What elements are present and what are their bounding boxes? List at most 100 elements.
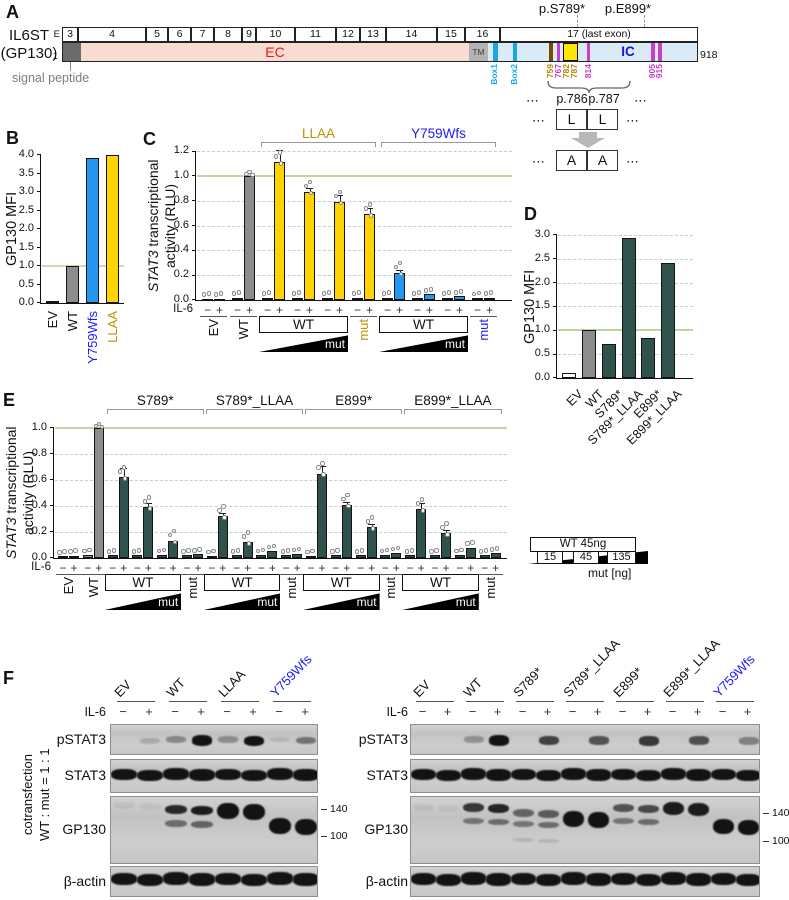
- exon-box: 4: [78, 27, 146, 42]
- bar: [217, 516, 228, 558]
- data-point: [446, 290, 452, 295]
- y-tick-label: 2.0: [18, 222, 34, 234]
- bar: [341, 504, 352, 558]
- bar: [304, 192, 315, 300]
- data-point: [420, 508, 425, 513]
- data-point: [326, 290, 332, 295]
- il6-minus: −: [518, 704, 527, 719]
- data-point: [429, 549, 434, 554]
- mw-dash: [321, 836, 327, 837]
- protein-band: [191, 805, 213, 815]
- il6-plus: +: [492, 561, 500, 575]
- data-point: [454, 548, 459, 554]
- position-p786: p.786: [556, 92, 588, 106]
- site-759: [549, 43, 553, 61]
- y-tick: [552, 282, 557, 284]
- data-point: [384, 547, 390, 553]
- error-bar: [369, 208, 371, 215]
- y-tick: [191, 274, 196, 276]
- protein-band: [139, 737, 161, 744]
- data-point: [235, 548, 241, 553]
- group-bracket: [106, 409, 204, 414]
- y-tick: [552, 329, 557, 331]
- bar: [292, 554, 303, 558]
- bar: [405, 555, 416, 558]
- chart-gp130-mfi-d: 0.0 0.5 1.0 1.5 2.0 2.5 3.0 GP130 MFI EV WT S789* S…: [520, 196, 789, 448]
- data-point: [369, 515, 375, 520]
- protein-band: [113, 802, 135, 810]
- ramp-label: mut: [444, 337, 465, 351]
- data-point: [280, 549, 285, 554]
- y-tick-label: 0.4: [173, 243, 189, 256]
- data-point: [186, 548, 191, 553]
- mut-dose-ramp: mut: [379, 335, 468, 352]
- exon-box: 8: [214, 27, 242, 42]
- blot-column-label-text: E899*: [610, 664, 646, 700]
- bar: [394, 272, 405, 300]
- x-axis: [195, 300, 512, 301]
- y-tick-label: 0.8: [31, 447, 47, 459]
- il6-minus: −: [282, 561, 290, 575]
- ramp-label: mut: [356, 595, 377, 609]
- exon-box: 13: [360, 27, 386, 42]
- error-bar-cap: [396, 270, 403, 272]
- protein-band: [488, 818, 509, 825]
- y-tick-label: 0.4: [31, 499, 47, 511]
- lane-pair-underline: [117, 701, 155, 702]
- il6-minus: −: [473, 303, 481, 317]
- down-arrow-icon: [571, 132, 605, 148]
- il6-minus: −: [468, 704, 477, 719]
- data-point: [367, 202, 373, 207]
- protein-band: [536, 769, 561, 782]
- signal-peptide-label: signal peptide: [12, 71, 90, 85]
- il6-plus: +: [305, 303, 313, 317]
- protein-band: [438, 804, 459, 812]
- data-point: [230, 549, 236, 554]
- il6-plus: +: [120, 561, 128, 575]
- error-bar: [148, 503, 150, 508]
- data-point: [320, 461, 325, 466]
- bar: [292, 297, 303, 300]
- position-p787: p.787: [588, 92, 620, 106]
- data-point: [345, 492, 350, 497]
- group-bracket-label: LLAA: [301, 126, 336, 141]
- il6-plus: +: [443, 704, 452, 719]
- tm-domain-segment: TM: [469, 43, 488, 61]
- data-point: [341, 496, 346, 501]
- il6-minus: −: [413, 303, 421, 317]
- bar: [416, 509, 427, 558]
- protein-band: [111, 768, 137, 781]
- gridline: [55, 480, 507, 481]
- lane-pair-underline: [273, 701, 311, 702]
- data-point: [368, 213, 374, 218]
- y-axis-label-line1: STAT3 transcriptional: [3, 418, 19, 568]
- protein-band: [688, 736, 709, 745]
- ramp-label: mut: [158, 595, 179, 609]
- protein-band: [243, 735, 265, 747]
- panel-letter-b: B: [6, 128, 19, 148]
- data-point: [250, 172, 255, 178]
- bar: [66, 266, 79, 303]
- y-tick: [191, 150, 196, 152]
- data-point: [106, 549, 112, 554]
- protein-band: [165, 735, 187, 743]
- bar: [182, 555, 192, 558]
- lane-pair-underline: [566, 701, 604, 702]
- protein-start-number: 1: [52, 51, 58, 62]
- bar: [641, 337, 655, 378]
- y-axis-label-rest: transcriptional: [145, 159, 161, 251]
- bar: [157, 554, 168, 558]
- exon-box: 17 (last exon): [500, 27, 698, 42]
- il6-plus: +: [249, 704, 257, 719]
- lane-pair-underline: [616, 701, 654, 702]
- error-bar-cap: [368, 523, 376, 525]
- exon-box: 3: [62, 27, 78, 42]
- protein-band: [461, 872, 486, 885]
- protein-band: [163, 768, 189, 780]
- protein-band: [486, 873, 511, 886]
- il6-minus: −: [233, 561, 241, 575]
- il6-plus: +: [743, 704, 752, 719]
- il6-plus: +: [293, 561, 301, 575]
- mut-dose-ramp: mut: [104, 593, 182, 610]
- il6-minus: −: [158, 561, 166, 575]
